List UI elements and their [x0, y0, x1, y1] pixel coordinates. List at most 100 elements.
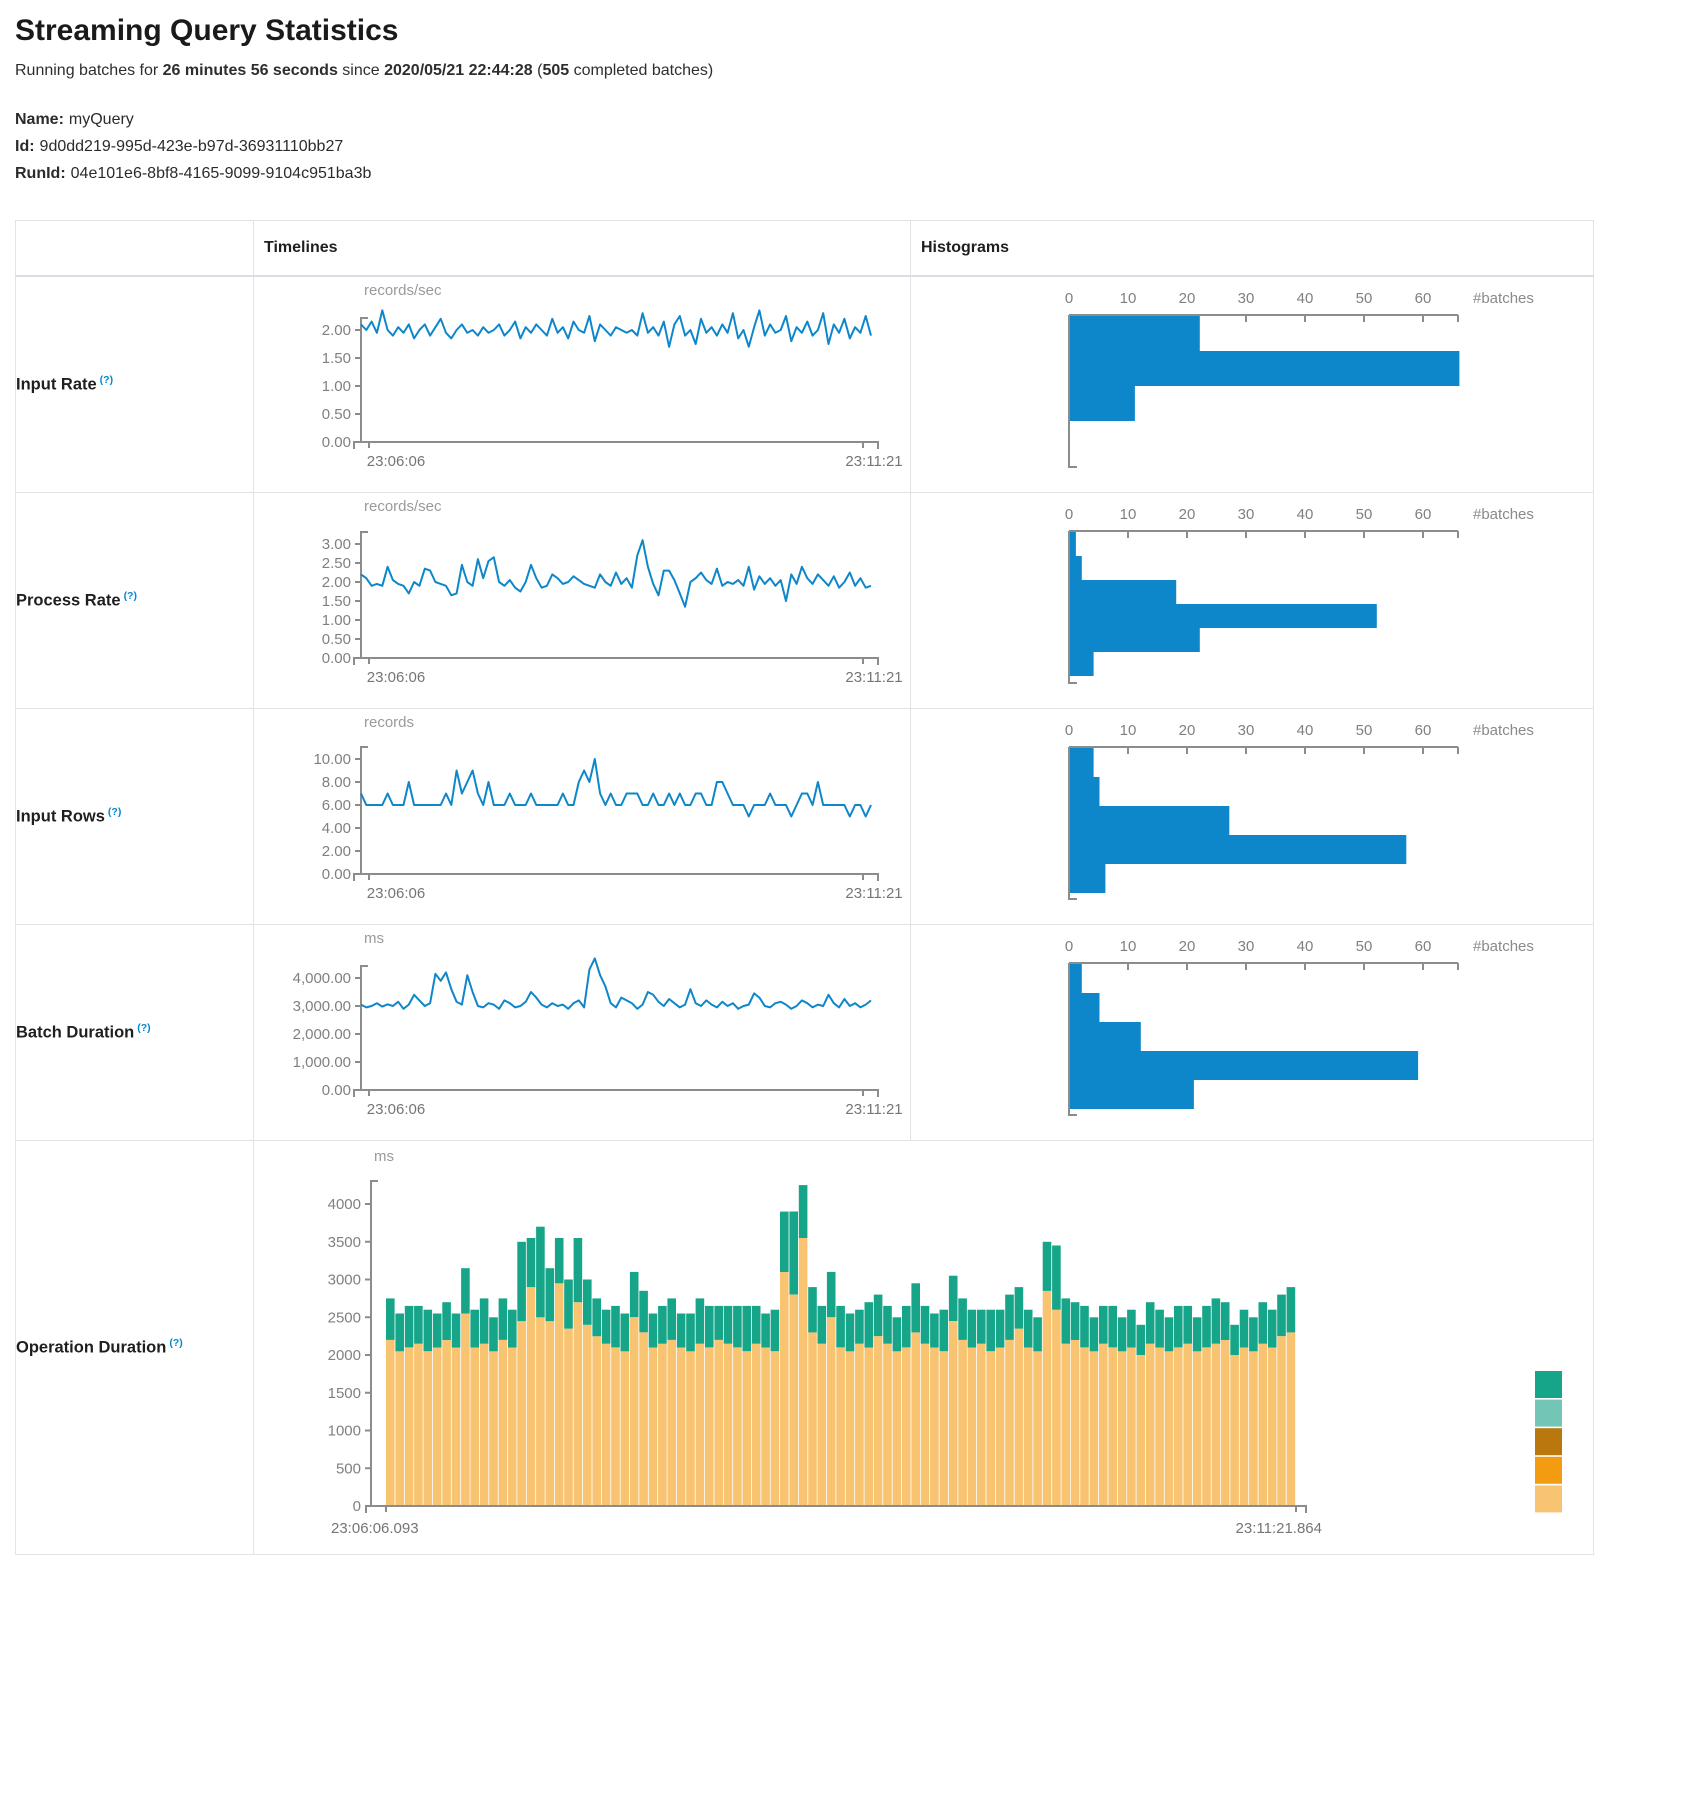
query-name: myQuery — [68, 111, 134, 128]
chart-text: 40 — [1297, 722, 1314, 739]
process-rate-line — [360, 539, 872, 608]
help-tooltip-icon[interactable]: (?) — [123, 590, 137, 603]
chart-text: 4000 — [328, 1196, 361, 1213]
op-duration-bar-top — [930, 1313, 939, 1348]
op-duration-bar-top — [648, 1313, 658, 1348]
process-rate-label-cell: Process Rate (?) — [15, 492, 254, 709]
op-duration-bar-base — [573, 1302, 583, 1506]
op-duration-bar-base — [1258, 1343, 1268, 1506]
op-duration-bar-base — [1080, 1347, 1089, 1506]
chart-text: 40 — [1297, 938, 1314, 955]
metric-label: Input Rate — [16, 375, 97, 394]
legend-swatch — [1535, 1456, 1562, 1484]
chart-text: 30 — [1238, 938, 1255, 955]
op-duration-bar-top — [1145, 1302, 1155, 1344]
op-duration-bar-base — [1155, 1347, 1164, 1506]
process-rate-timeline-chart: records/sec 3.00 2.50 2.00 1.50 1.00 0.50 0.00 2… — [254, 493, 910, 708]
op-duration-bar-base — [695, 1343, 705, 1506]
chart-text: 2500 — [328, 1309, 361, 1326]
op-duration-bar-top — [892, 1317, 902, 1352]
op-duration-bar-top — [1286, 1287, 1296, 1333]
help-tooltip-icon[interactable]: (?) — [99, 374, 114, 387]
op-duration-bar-base — [977, 1343, 986, 1506]
op-duration-bar-top — [986, 1309, 995, 1352]
op-duration-bar-top — [770, 1309, 780, 1352]
chart-text: 40 — [1297, 290, 1314, 307]
op-duration-bar-base — [1183, 1343, 1192, 1506]
chart-text: 10.00 — [313, 751, 351, 768]
op-duration-bar-top — [826, 1271, 836, 1318]
op-duration-bar-base — [826, 1317, 836, 1507]
chart-text: 20 — [1179, 938, 1196, 955]
metric-label: Input Rows — [16, 807, 105, 826]
chart-text: #batches — [1473, 938, 1534, 955]
completed-batch-count: 505 — [542, 62, 570, 79]
op-duration-bar-base — [1239, 1347, 1249, 1506]
op-duration-bar-base — [845, 1351, 855, 1506]
chart-text: 0 — [1065, 506, 1073, 523]
chart-text: 23:06:06 — [367, 453, 425, 470]
chart-text: 500 — [336, 1460, 361, 1477]
op-duration-bar-top — [1183, 1305, 1192, 1344]
op-duration-bar-base — [1089, 1351, 1099, 1506]
chart-text: 0 — [353, 1498, 361, 1515]
help-tooltip-icon[interactable]: (?) — [169, 1337, 183, 1350]
batch-duration-hist-bar — [1070, 964, 1082, 993]
op-duration-bar-base — [526, 1287, 536, 1506]
op-duration-bar-base — [733, 1347, 742, 1506]
chart-text: 10 — [1120, 722, 1137, 739]
chart-text: 23:11:21 — [845, 1101, 902, 1118]
op-duration-bar-top — [667, 1298, 676, 1340]
chart-text: 1500 — [328, 1385, 361, 1402]
op-duration-bar-top — [714, 1305, 723, 1340]
op-duration-bar-top — [1211, 1298, 1221, 1344]
chart-text: 10 — [1120, 938, 1137, 955]
op-duration-bar-base — [442, 1339, 451, 1506]
chart-text: 60 — [1415, 938, 1432, 955]
help-tooltip-icon[interactable]: (?) — [137, 1022, 151, 1035]
chart-text: 3,000.00 — [293, 998, 351, 1015]
op-duration-bar-base — [1099, 1343, 1108, 1506]
chart-text: 0.00 — [322, 434, 351, 451]
op-duration-bar-base — [592, 1336, 601, 1506]
operation-duration-chart-cell: ms 4000 3500 3000 2500 2000 1500 1000 500 0 23:06:… — [253, 1140, 1594, 1555]
chart-text: 20 — [1179, 722, 1196, 739]
chart-text: 4,000.00 — [293, 970, 351, 987]
table-row-batch-duration: Batch Duration (?) ms 4,000.00 3,000.00 2,00… — [15, 924, 1594, 1141]
input-rows-timeline-chart: records 10.00 8.00 6.00 4.00 2.00 0.00 23:06:06… — [254, 709, 910, 924]
batch-duration-hist-bar — [1070, 1022, 1141, 1051]
process-rate-hist-bar — [1070, 556, 1082, 580]
op-duration-bar-base — [1014, 1328, 1024, 1506]
chart-text: 50 — [1356, 722, 1373, 739]
op-duration-bar-top — [1023, 1309, 1033, 1348]
batch-duration-timeline-chart: ms 4,000.00 3,000.00 2,000.00 1,000.00 0.00 23… — [254, 925, 910, 1140]
op-duration-bar-base — [1052, 1309, 1061, 1506]
op-duration-bar-top — [1080, 1305, 1089, 1348]
process-rate-hist-bar — [1070, 604, 1377, 628]
op-duration-bar-top — [751, 1305, 761, 1344]
op-duration-bar-top — [1277, 1294, 1286, 1337]
chart-text: 1.50 — [322, 593, 351, 610]
chart-text: 50 — [1356, 290, 1373, 307]
chart-text: 20 — [1179, 290, 1196, 307]
process-rate-hist-bar — [1070, 532, 1076, 556]
op-duration-bar-top — [1258, 1302, 1268, 1344]
batch-duration-timeline-cell: ms 4,000.00 3,000.00 2,000.00 1,000.00 0.00 23… — [253, 924, 911, 1141]
op-duration-bar-top — [1117, 1317, 1127, 1352]
op-duration-bar-top — [995, 1309, 1005, 1348]
op-duration-bar-base — [658, 1343, 667, 1506]
chart-text: 30 — [1238, 506, 1255, 523]
op-duration-bar-top — [432, 1313, 442, 1348]
op-duration-bar-top — [1267, 1309, 1277, 1348]
chart-text: 30 — [1238, 722, 1255, 739]
op-duration-bar-top — [404, 1305, 414, 1348]
op-duration-bar-top — [761, 1313, 770, 1348]
input-rows-line — [360, 758, 872, 818]
chart-text: 23:06:06 — [367, 885, 425, 902]
chart-text: 2.50 — [322, 555, 351, 572]
help-tooltip-icon[interactable]: (?) — [107, 806, 122, 819]
op-duration-bar-base — [1117, 1351, 1127, 1506]
op-duration-bar-top — [1005, 1294, 1014, 1340]
op-duration-bar-top — [939, 1309, 949, 1352]
op-duration-bar-top — [1033, 1317, 1042, 1352]
